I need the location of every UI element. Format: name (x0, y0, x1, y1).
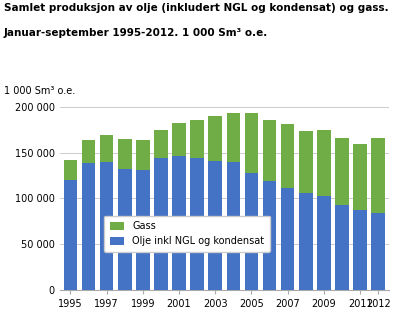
Bar (100, 162, 114, 290)
Text: 1 000 Sm³ o.e.: 1 000 Sm³ o.e. (4, 86, 75, 96)
Legend: Gass, Olje inkl NGL og kondensat: Gass, Olje inkl NGL og kondensat (104, 215, 270, 252)
Bar (118, 169, 131, 290)
Bar (208, 161, 222, 290)
Bar (281, 124, 295, 188)
Bar (281, 188, 295, 290)
Bar (299, 131, 312, 193)
Bar (100, 135, 114, 162)
Bar (353, 144, 367, 210)
Text: Januar-september 1995-2012. 1 000 Sm³ o.e.: Januar-september 1995-2012. 1 000 Sm³ o.… (4, 28, 268, 38)
Bar (136, 140, 150, 170)
Bar (208, 116, 222, 161)
Bar (263, 120, 276, 181)
Bar (190, 120, 204, 158)
Bar (372, 213, 385, 290)
Text: Samlet produksjon av olje (inkludert NGL og kondensat) og gass.: Samlet produksjon av olje (inkludert NGL… (4, 3, 389, 13)
Bar (227, 162, 240, 290)
Bar (299, 193, 312, 290)
Bar (190, 158, 204, 290)
Bar (245, 112, 258, 173)
Bar (154, 130, 168, 158)
Bar (317, 130, 331, 196)
Bar (263, 181, 276, 290)
Bar (372, 138, 385, 213)
Bar (82, 140, 95, 163)
Bar (82, 163, 95, 290)
Bar (317, 196, 331, 290)
Bar (335, 138, 349, 205)
Bar (64, 160, 77, 180)
Bar (172, 156, 186, 290)
Bar (245, 173, 258, 290)
Bar (335, 205, 349, 290)
Bar (64, 180, 77, 290)
Bar (227, 113, 240, 162)
Bar (118, 139, 131, 169)
Bar (172, 123, 186, 156)
Bar (353, 210, 367, 290)
Bar (136, 170, 150, 290)
Bar (154, 158, 168, 290)
